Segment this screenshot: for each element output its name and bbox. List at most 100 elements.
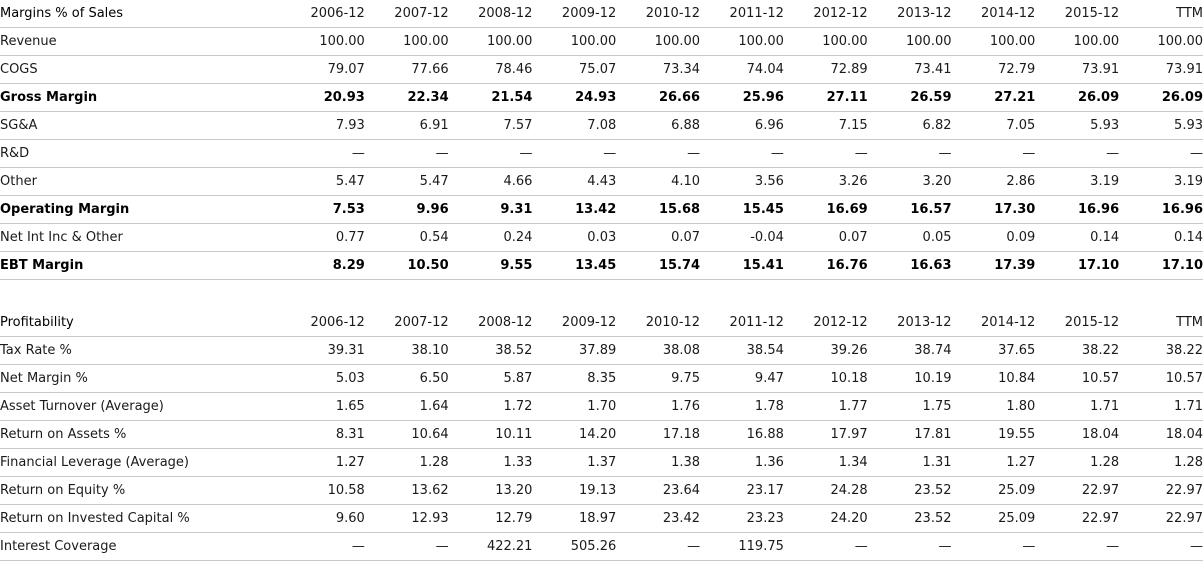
table-row: Tax Rate % 39.31 38.10 38.52 37.89 38.08 38.54… (0, 336, 1203, 365)
cell-value: — (1119, 139, 1203, 168)
cell-value: 0.77 (281, 223, 365, 252)
cell-value: 10.57 (1119, 364, 1203, 393)
column-header: 2014-12 (951, 309, 1036, 337)
cell-value: 23.17 (700, 476, 784, 505)
cell-value: 15.45 (700, 195, 784, 224)
cell-value: 17.18 (616, 420, 701, 449)
cell-value: 5.47 (364, 167, 449, 196)
cell-value: 1.37 (532, 448, 617, 477)
table-row: SG&A 7.93 6.91 7.57 7.08 6.88 6.96 7.15 6.82 7.05… (0, 111, 1203, 140)
cell-value: 10.18 (783, 364, 868, 393)
cell-value: 26.66 (616, 83, 701, 112)
cell-value: 12.79 (448, 504, 533, 533)
cell-value: 3.19 (1035, 167, 1120, 196)
cell-value: 1.78 (700, 392, 784, 421)
table-row: Operating Margin 7.53 9.96 9.31 13.42 15.68 15… (0, 195, 1203, 224)
cell-value: 27.21 (951, 83, 1036, 112)
cell-value: 17.10 (1119, 251, 1203, 280)
cell-value: 9.96 (364, 195, 449, 224)
cell-value: 1.33 (448, 448, 533, 477)
cell-value: 15.41 (700, 251, 784, 280)
cell-value: 0.14 (1035, 223, 1120, 252)
cell-value: 18.04 (1119, 420, 1203, 449)
cell-value: — (1119, 532, 1203, 561)
section-header-row: Margins % of Sales 2006-12 2007-12 2008-12 2… (0, 0, 1203, 28)
cell-value: 8.29 (281, 251, 365, 280)
table-row: Return on Assets % 8.31 10.64 10.11 14.20 17.… (0, 420, 1203, 449)
cell-value: — (783, 532, 868, 561)
row-label: Financial Leverage (Average) (0, 448, 281, 477)
cell-value: 10.84 (951, 364, 1036, 393)
cell-value: 100.00 (783, 27, 868, 56)
cell-value: 10.11 (448, 420, 533, 449)
table-row: Net Margin % 5.03 6.50 5.87 8.35 9.75 9.47 10.1… (0, 364, 1203, 393)
column-header: 2009-12 (532, 309, 617, 337)
cell-value: 73.41 (867, 55, 952, 84)
cell-value: — (616, 139, 701, 168)
cell-value: 39.31 (281, 336, 365, 365)
cell-value: — (616, 532, 701, 561)
table-row: Return on Invested Capital % 9.60 12.93 12.… (0, 504, 1203, 533)
cell-value: 6.88 (616, 111, 701, 140)
column-header: TTM (1119, 309, 1203, 337)
cell-value: 38.22 (1119, 336, 1203, 365)
column-header: 2009-12 (532, 0, 617, 28)
cell-value: 100.00 (1119, 27, 1203, 56)
cell-value: 7.05 (951, 111, 1036, 140)
cell-value: 23.52 (867, 504, 952, 533)
cell-value: 1.31 (867, 448, 952, 477)
cell-value: 9.31 (448, 195, 533, 224)
row-label: Revenue (0, 27, 281, 56)
cell-value: 0.54 (364, 223, 449, 252)
cell-value: 4.43 (532, 167, 617, 196)
cell-value: 13.20 (448, 476, 533, 505)
table-row: Net Int Inc & Other 0.77 0.54 0.24 0.03 0.07-… (0, 223, 1203, 252)
cell-value: 73.34 (616, 55, 701, 84)
cell-value: 38.54 (700, 336, 784, 365)
cell-value: 1.65 (281, 392, 365, 421)
cell-value: 72.79 (951, 55, 1036, 84)
cell-value: 6.96 (700, 111, 784, 140)
cell-value: 38.08 (616, 336, 701, 365)
ratios-table: Margins % of Sales 2006-12 2007-12 2008-12 2… (0, 0, 1203, 280)
cell-value: 1.72 (448, 392, 533, 421)
cell-value: 39.26 (783, 336, 868, 365)
row-label: COGS (0, 55, 281, 84)
cell-value: 25.09 (951, 504, 1036, 533)
column-header: 2008-12 (448, 0, 533, 28)
cell-value: 22.97 (1035, 476, 1120, 505)
row-label: Return on Invested Capital % (0, 504, 281, 533)
cell-value: -0.04 (700, 223, 784, 252)
cell-value: 16.76 (783, 251, 868, 280)
cell-value: 5.47 (281, 167, 365, 196)
cell-value: 19.13 (532, 476, 617, 505)
cell-value: 21.54 (448, 83, 533, 112)
cell-value: 7.15 (783, 111, 868, 140)
cell-value: 15.74 (616, 251, 701, 280)
cell-value: 3.56 (700, 167, 784, 196)
cell-value: 1.38 (616, 448, 701, 477)
cell-value: 5.93 (1035, 111, 1120, 140)
cell-value: 17.81 (867, 420, 952, 449)
cell-value: 16.96 (1119, 195, 1203, 224)
cell-value: 6.50 (364, 364, 449, 393)
row-label: Gross Margin (0, 83, 281, 112)
column-header: 2011-12 (700, 309, 784, 337)
cell-value: 1.27 (951, 448, 1036, 477)
cell-value: 9.75 (616, 364, 701, 393)
section-title: Margins % of Sales (0, 0, 281, 28)
cell-value: 5.87 (448, 364, 533, 393)
cell-value: 10.64 (364, 420, 449, 449)
cell-value: 17.97 (783, 420, 868, 449)
column-header: 2006-12 (281, 309, 365, 337)
cell-value: — (1035, 532, 1120, 561)
cell-value: 23.42 (616, 504, 701, 533)
cell-value: 1.70 (532, 392, 617, 421)
cell-value: 24.93 (532, 83, 617, 112)
column-header: 2007-12 (364, 0, 449, 28)
cell-value: 12.93 (364, 504, 449, 533)
cell-value: 78.46 (448, 55, 533, 84)
cell-value: 0.07 (783, 223, 868, 252)
cell-value: 26.09 (1119, 83, 1203, 112)
cell-value: 7.57 (448, 111, 533, 140)
